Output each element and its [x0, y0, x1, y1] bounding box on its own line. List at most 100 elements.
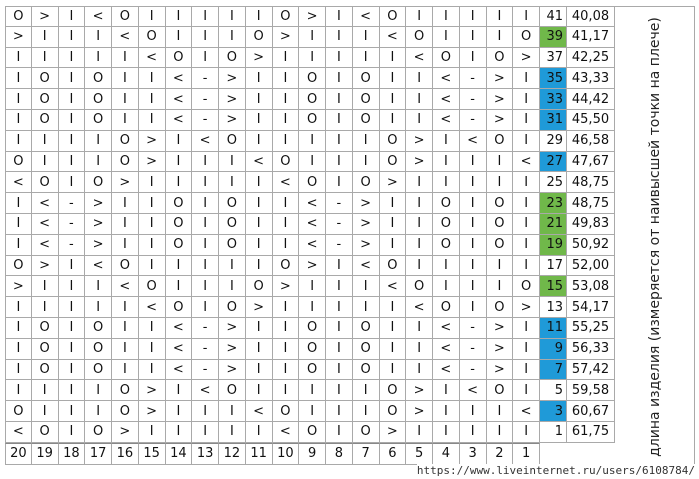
stitch-cell: I: [513, 255, 540, 277]
length-value: 42,25: [567, 47, 615, 69]
stitch-cell: <: [513, 401, 540, 422]
stitch-cell: I: [272, 47, 300, 69]
stitch-cell: I: [326, 380, 353, 402]
row-number: 1: [540, 422, 567, 443]
stitch-cell: I: [272, 359, 300, 381]
stitch-cell: O: [31, 318, 59, 339]
stitch-cell: <: [112, 26, 139, 48]
column-number: 3: [459, 442, 487, 465]
stitch-cell: O: [352, 172, 380, 194]
stitch-cell: I: [513, 234, 540, 256]
length-value: 50,92: [567, 234, 615, 256]
stitch-cell: >: [219, 68, 246, 90]
stitch-cell: O: [85, 89, 112, 110]
stitch-cell: I: [486, 276, 514, 298]
stitch-cell: I: [58, 68, 86, 90]
stitch-cell: I: [112, 110, 139, 131]
stitch-cell: -: [192, 318, 219, 339]
stitch-cell: O: [433, 234, 460, 256]
stitch-cell: I: [433, 401, 460, 422]
stitch-cell: I: [5, 130, 32, 152]
stitch-cell: I: [138, 214, 166, 235]
stitch-cell: I: [352, 130, 380, 152]
stitch-cell: O: [219, 193, 246, 214]
length-value: 45,50: [567, 110, 615, 131]
stitch-cell: I: [85, 26, 112, 48]
stitch-cell: I: [326, 47, 353, 69]
stitch-cell: <: [433, 68, 460, 90]
stitch-cell: <: [352, 255, 380, 277]
column-number: 7: [352, 442, 380, 465]
stitch-cell: I: [326, 318, 353, 339]
stitch-cell: I: [272, 297, 300, 318]
stitch-cell: O: [379, 401, 407, 422]
stitch-cell: <: [31, 234, 59, 256]
stitch-cell: O: [219, 234, 246, 256]
stitch-cell: I: [192, 26, 219, 48]
column-number: 6: [379, 442, 407, 465]
stitch-cell: <: [85, 6, 112, 27]
stitch-cell: I: [486, 401, 514, 422]
stitch-cell: I: [5, 47, 32, 69]
stitch-cell: O: [31, 338, 59, 360]
row-number: 27: [540, 151, 567, 173]
stitch-cell: I: [272, 193, 300, 214]
stitch-cell: O: [138, 26, 166, 48]
column-number: 10: [272, 442, 300, 465]
stitch-cell: I: [138, 255, 166, 277]
stitch-cell: >: [112, 172, 139, 194]
stitch-cell: I: [459, 255, 487, 277]
stitch-cell: O: [165, 47, 193, 69]
stitch-cell: I: [138, 338, 166, 360]
stitch-cell: I: [299, 151, 326, 173]
stitch-cell: I: [379, 110, 407, 131]
stitch-cell: I: [486, 26, 514, 48]
stitch-cell: >: [486, 110, 514, 131]
stitch-cell: I: [112, 193, 139, 214]
stitch-cell: I: [5, 214, 32, 235]
stitch-cell: <: [433, 359, 460, 381]
stitch-cell: <: [245, 401, 273, 422]
column-number: 13: [192, 442, 219, 465]
stitch-cell: I: [192, 297, 219, 318]
stitch-cell: O: [31, 110, 59, 131]
column-number: 16: [112, 442, 139, 465]
stitch-cell: I: [245, 255, 273, 277]
stitch-cell: I: [245, 234, 273, 256]
side-label: длина изделия (измеряется от наивысшей т…: [647, 17, 663, 457]
stitch-cell: I: [433, 172, 460, 194]
stitch-cell: I: [219, 255, 246, 277]
stitch-cell: I: [138, 193, 166, 214]
stitch-cell: I: [406, 255, 433, 277]
stitch-cell: I: [513, 193, 540, 214]
stitch-cell: I: [513, 359, 540, 381]
length-value: 54,17: [567, 297, 615, 318]
stitch-cell: >: [379, 422, 407, 443]
length-value: 59,58: [567, 380, 615, 402]
stitch-cell: I: [165, 130, 193, 152]
stitch-cell: I: [459, 297, 487, 318]
stitch-cell: O: [352, 110, 380, 131]
stitch-cell: O: [245, 276, 273, 298]
stitch-cell: I: [5, 193, 32, 214]
stitch-cell: I: [459, 26, 487, 48]
length-value: 48,75: [567, 172, 615, 194]
stitch-cell: O: [5, 401, 32, 422]
length-value: 48,75: [567, 193, 615, 214]
stitch-cell: I: [245, 6, 273, 27]
stitch-cell: >: [5, 276, 32, 298]
stitch-cell: O: [299, 172, 326, 194]
stitch-cell: I: [58, 359, 86, 381]
stitch-cell: I: [31, 297, 59, 318]
stitch-cell: O: [219, 380, 246, 402]
stitch-cell: O: [352, 422, 380, 443]
stitch-cell: -: [459, 89, 487, 110]
stitch-cell: O: [299, 318, 326, 339]
stitch-cell: <: [299, 193, 326, 214]
stitch-cell: I: [406, 89, 433, 110]
stitch-cell: I: [85, 130, 112, 152]
row-number: 35: [540, 68, 567, 90]
stitch-cell: O: [31, 422, 59, 443]
stitch-cell: I: [433, 26, 460, 48]
stitch-cell: O: [379, 151, 407, 173]
